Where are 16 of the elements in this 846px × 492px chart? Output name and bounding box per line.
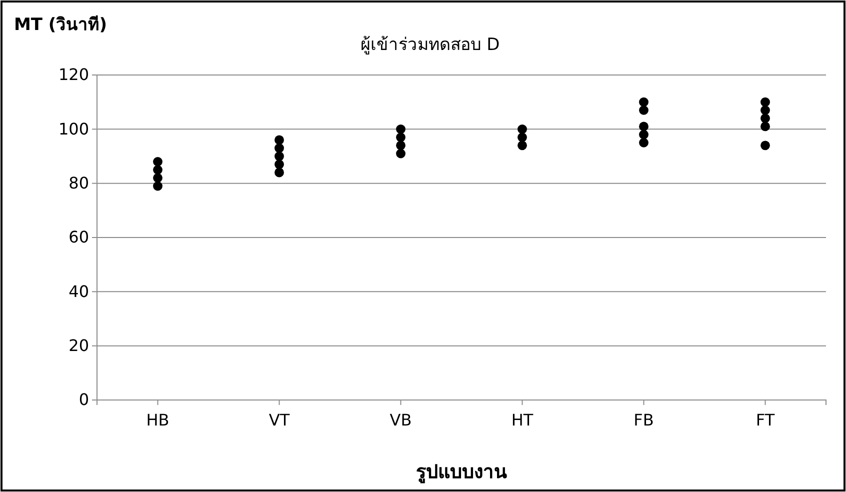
x-axis-title: รูปแบบงาน [416,461,507,484]
x-tick-label: HT [511,410,534,430]
y-tick-label: 40 [68,282,89,301]
y-axis-title: MT (วินาที) [14,14,107,35]
y-tick-label: 100 [58,119,89,138]
x-tick-label: VT [268,410,290,430]
x-tick-label: FT [756,410,775,430]
y-tick-label: 60 [68,228,89,247]
y-tick-label: 120 [58,65,89,84]
x-tick-label: FB [634,410,654,430]
y-tick-label: 20 [68,336,89,355]
x-tick-label: VB [390,410,412,430]
y-tick-label: 80 [68,173,89,192]
x-tick-label: HB [146,410,170,430]
chart-title: ผู้เข้าร่วมทดสอบ D [360,35,500,55]
y-tick-label: 0 [78,390,89,410]
